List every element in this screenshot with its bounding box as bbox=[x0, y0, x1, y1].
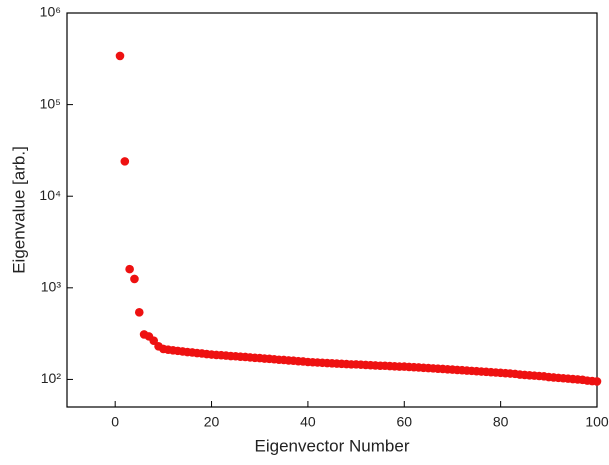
x-tick-label: 40 bbox=[300, 414, 316, 430]
plot-frame bbox=[66, 12, 598, 408]
y-tick-label: 10⁶ bbox=[40, 4, 61, 20]
x-tick-label: 20 bbox=[204, 414, 220, 430]
y-tick-label: 10² bbox=[41, 370, 62, 386]
point bbox=[120, 157, 130, 166]
point bbox=[592, 377, 602, 386]
point bbox=[115, 51, 125, 61]
y-tick-label: 10⁵ bbox=[40, 95, 61, 111]
point bbox=[149, 336, 159, 345]
x-tick-label: 0 bbox=[111, 414, 119, 430]
x-axis-title: Eigenvector Number bbox=[255, 436, 410, 455]
x-tick-label: 60 bbox=[396, 414, 412, 430]
y-axis-title: Eigenvalue [arb.] bbox=[9, 146, 28, 274]
y-tick-label: 10⁴ bbox=[39, 187, 61, 203]
x-tick-label: 100 bbox=[585, 414, 609, 430]
point bbox=[130, 274, 139, 284]
y-tick-label: 10³ bbox=[41, 279, 62, 295]
point bbox=[125, 264, 134, 274]
point bbox=[134, 308, 144, 317]
x-tick-label: 80 bbox=[493, 414, 509, 430]
